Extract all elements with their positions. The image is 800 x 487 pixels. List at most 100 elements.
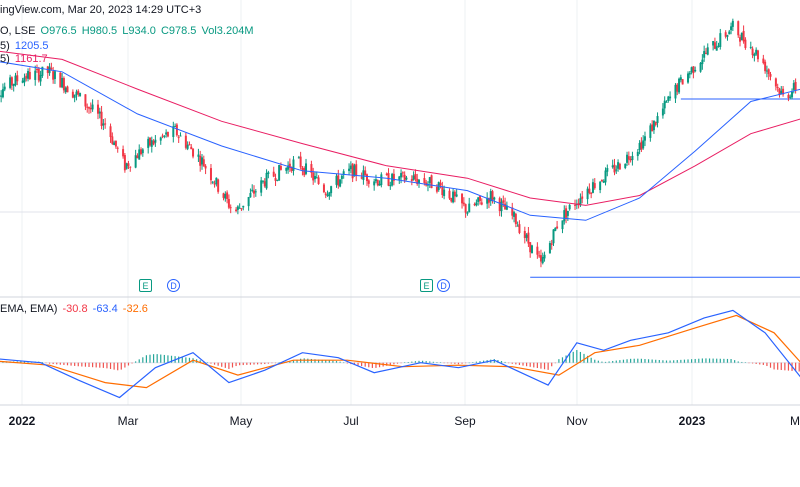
macd-histogram-bar — [651, 359, 653, 363]
candle-body — [791, 91, 794, 98]
candle-body — [656, 116, 659, 123]
candle-body — [251, 189, 254, 192]
candle-body — [96, 104, 99, 114]
macd-histogram-bar — [321, 359, 323, 363]
macd-histogram-bar — [583, 353, 585, 363]
macd-histogram-bar — [748, 362, 750, 364]
macd-histogram-bar — [70, 362, 72, 366]
ma-fast-label: 5) — [0, 40, 10, 52]
candle-body — [263, 181, 266, 187]
candle-body — [376, 180, 379, 186]
macd-histogram-bar — [479, 361, 481, 363]
macd-histogram-bar — [518, 362, 521, 366]
candle-body — [593, 183, 596, 189]
macd-histogram-bar — [723, 358, 725, 363]
candle-body — [159, 137, 162, 141]
macd-histogram-bar — [375, 362, 377, 368]
macd-histogram-bar — [59, 362, 61, 365]
macd-histogram-bar — [393, 362, 395, 365]
candle-body — [792, 83, 795, 90]
candle-body — [591, 182, 594, 193]
candle-body — [342, 171, 345, 175]
candle-body — [414, 174, 417, 180]
candle-body — [640, 141, 643, 150]
macd-histogram-bar — [604, 361, 607, 363]
candle-body — [523, 231, 526, 239]
x-tick-label: Mar — [117, 414, 139, 428]
macd-histogram-bar — [135, 361, 137, 363]
candle-body — [154, 139, 157, 143]
macd-histogram-bar — [594, 359, 596, 363]
candle-body — [719, 33, 722, 47]
macd-histogram-bar — [708, 358, 711, 363]
macd-histogram-bar — [95, 362, 97, 368]
macd-legend: EMA, EMA) -30.8 -63.4 -32.6 — [0, 303, 150, 315]
dividend-badge[interactable]: D — [167, 279, 180, 292]
candle-body — [529, 242, 532, 253]
macd-histogram-bar — [317, 359, 320, 363]
earnings-badge[interactable]: E — [420, 279, 433, 292]
candle-body — [125, 163, 128, 169]
macd-histogram-bar — [655, 359, 657, 363]
macd-histogram-bar — [92, 362, 94, 368]
macd-histogram-bar — [529, 362, 531, 367]
candle-body — [240, 208, 243, 210]
candle-body — [41, 66, 44, 76]
candle-body — [453, 191, 456, 197]
candle-body — [751, 48, 754, 56]
ma-fast-value: 1205.5 — [14, 40, 49, 52]
candle-body — [328, 192, 331, 197]
dividend-badge[interactable]: D — [437, 279, 450, 292]
macd-histogram-bar — [493, 359, 495, 363]
candle-body — [423, 177, 426, 184]
macd-histogram-bar — [45, 362, 47, 364]
macd-histogram-bar — [407, 362, 409, 363]
macd-histogram-bar — [231, 362, 234, 368]
macd-histogram-bar — [156, 354, 158, 363]
candle-body — [703, 51, 706, 58]
candle-body — [360, 177, 363, 179]
candle-body — [340, 175, 343, 179]
candle-body — [513, 212, 516, 217]
macd-histogram-bar — [590, 357, 592, 363]
candle-body — [462, 202, 465, 205]
macd-label: EMA, EMA) — [0, 303, 58, 315]
macd-histogram-bar — [787, 362, 790, 371]
candle-body — [498, 198, 501, 212]
macd-histogram-bar — [612, 361, 614, 363]
candle-body — [242, 205, 245, 208]
ma-slow-label: 5) — [0, 53, 10, 65]
candle-body — [116, 147, 119, 149]
candle-body — [138, 149, 141, 160]
candle-body — [753, 54, 756, 57]
candle-body — [9, 77, 12, 88]
macd-histogram-bar — [576, 350, 578, 363]
macd-histogram-bar — [404, 362, 406, 363]
candle-body — [104, 123, 107, 125]
macd-histogram-bar — [206, 362, 208, 364]
candle-body — [188, 144, 191, 146]
candle-body — [701, 59, 704, 65]
candle-body — [222, 193, 225, 198]
candle-body — [502, 200, 505, 203]
candle-body — [627, 156, 630, 160]
candle-body — [439, 182, 442, 186]
macd-histogram-bar — [543, 362, 546, 370]
candle-body — [778, 88, 781, 96]
macd-histogram-bar — [84, 362, 87, 367]
macd-histogram-bar — [213, 362, 216, 365]
macd-histogram-bar — [77, 362, 79, 367]
candle-body — [14, 75, 17, 86]
macd-histogram-bar — [278, 362, 280, 363]
candle-body — [401, 172, 404, 174]
candle-body — [405, 177, 408, 180]
macd-histogram-bar — [332, 360, 334, 363]
macd-histogram-bar — [744, 362, 747, 363]
macd-histogram-bar — [328, 360, 330, 363]
candle-body — [86, 106, 89, 108]
candle-body — [613, 164, 616, 173]
macd-histogram-bar — [346, 362, 348, 364]
candle-body — [588, 188, 591, 193]
candle-body — [224, 194, 227, 199]
earnings-badge[interactable]: E — [139, 279, 152, 292]
